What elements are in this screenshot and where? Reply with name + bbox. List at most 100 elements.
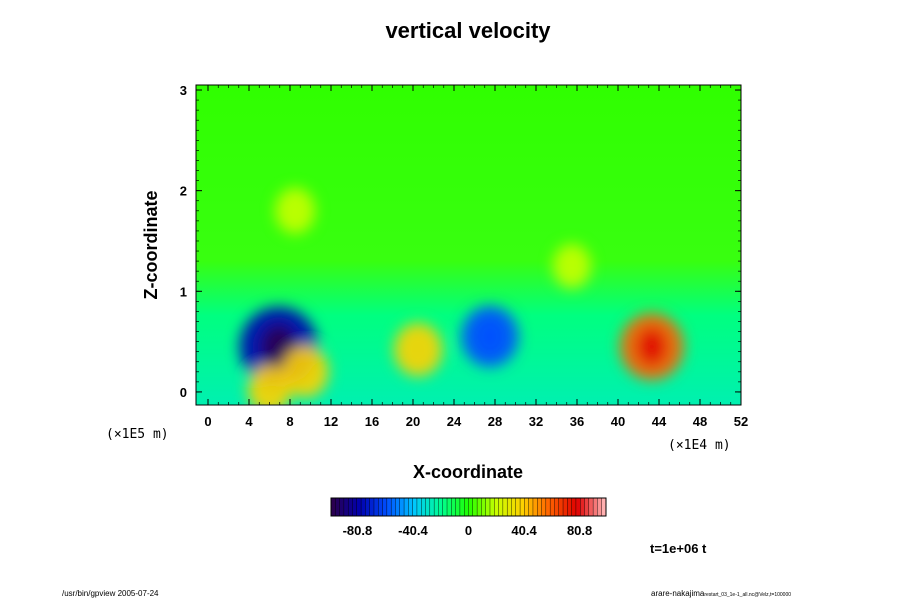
colorbar-swatch	[481, 497, 487, 517]
heatmap-feature	[282, 345, 329, 398]
colorbar: -80.8 -40.4 0 40.4 80.8	[330, 497, 607, 538]
colorbar-swatch	[464, 497, 470, 517]
colorbar-swatch	[498, 497, 504, 517]
colorbar-swatch	[494, 497, 500, 517]
x-tick-label: 0	[204, 414, 211, 429]
colorbar-swatch	[339, 497, 345, 517]
colorbar-tick-label: 40.4	[511, 523, 537, 538]
colorbar-swatch	[575, 497, 581, 517]
colorbar-swatch	[515, 497, 521, 517]
heatmap-feature	[552, 243, 591, 289]
colorbar-swatch	[592, 497, 598, 517]
colorbar-swatch	[425, 497, 431, 517]
y-tick-label: 0	[180, 385, 187, 400]
chart-title: vertical velocity	[385, 18, 551, 43]
footer-right-sub: restart_03_1e-1_all.nc@Velz,t=100000	[704, 592, 791, 598]
colorbar-swatch	[580, 497, 586, 517]
footer-right: arare-nakajimarestart_03_1e-1_all.nc@Vel…	[651, 589, 791, 598]
x-axis-ticks: 0 4 8 12 16 20 24 28 32 36 40 44 48 52	[204, 85, 748, 429]
x-tick-label: 28	[488, 414, 502, 429]
y-tick-label: 3	[180, 83, 187, 98]
colorbar-swatch	[335, 497, 341, 517]
colorbar-swatch	[455, 497, 461, 517]
heatmap-feature	[275, 187, 316, 234]
time-annotation: t=1e+06 t	[650, 541, 707, 556]
colorbar-swatch	[519, 497, 525, 517]
x-axis-label: X-coordinate	[413, 462, 523, 482]
colorbar-swatch	[382, 497, 388, 517]
colorbar-swatch	[442, 497, 448, 517]
colorbar-swatch	[588, 497, 594, 517]
colorbar-swatch	[489, 497, 495, 517]
x-tick-label: 4	[245, 414, 253, 429]
plot-frame	[195, 84, 742, 406]
colorbar-swatch	[451, 497, 457, 517]
colorbar-swatch	[472, 497, 478, 517]
colorbar-swatch	[403, 497, 409, 517]
heatmap-feature	[393, 323, 443, 377]
x-tick-label: 8	[286, 414, 293, 429]
y-scale-label: (×1E5 m)	[106, 427, 169, 442]
colorbar-swatch	[408, 497, 414, 517]
colorbar-swatch	[386, 497, 392, 517]
colorbar-swatch	[395, 497, 401, 517]
y-axis-label: Z-coordinate	[141, 190, 161, 299]
colorbar-swatch	[468, 497, 474, 517]
plot-area	[195, 84, 742, 406]
colorbar-swatch	[485, 497, 491, 517]
colorbar-swatch	[433, 497, 439, 517]
colorbar-swatch	[330, 497, 336, 517]
x-tick-label: 24	[447, 414, 462, 429]
heatmap-feature-core	[476, 319, 503, 354]
colorbar-swatch	[528, 497, 534, 517]
colorbar-tick-label: 80.8	[567, 523, 592, 538]
colorbar-swatch	[446, 497, 452, 517]
x-scale-label: (×1E4 m)	[668, 438, 731, 453]
colorbar-swatch	[459, 497, 465, 517]
colorbar-swatch	[541, 497, 547, 517]
colorbar-swatch	[421, 497, 427, 517]
colorbar-swatch	[412, 497, 418, 517]
colorbar-swatch	[571, 497, 577, 517]
colorbar-swatch	[524, 497, 530, 517]
y-tick-label: 2	[180, 184, 187, 199]
colorbar-swatch	[416, 497, 422, 517]
colorbar-swatch	[378, 497, 384, 517]
colorbar-swatch	[558, 497, 564, 517]
colorbar-swatch	[537, 497, 543, 517]
colorbar-swatch	[438, 497, 444, 517]
x-tick-label: 16	[365, 414, 379, 429]
footer-left: /usr/bin/gpview 2005-07-24	[62, 589, 159, 598]
colorbar-swatch	[554, 497, 560, 517]
colorbar-swatch	[511, 497, 517, 517]
colorbar-swatch	[549, 497, 555, 517]
colorbar-swatch	[597, 497, 603, 517]
x-tick-label: 40	[611, 414, 625, 429]
colorbar-swatch	[567, 497, 573, 517]
heatmap-feature	[247, 365, 292, 405]
colorbar-swatch	[584, 497, 590, 517]
colorbar-swatch	[343, 497, 349, 517]
colorbar-swatch	[390, 497, 396, 517]
colorbar-swatch	[532, 497, 538, 517]
x-tick-label: 48	[693, 414, 707, 429]
y-axis-ticks: 0 1 2 3	[180, 83, 741, 400]
colorbar-swatch	[545, 497, 551, 517]
colorbar-swatch	[365, 497, 371, 517]
x-tick-label: 44	[652, 414, 667, 429]
colorbar-swatch	[356, 497, 362, 517]
colorbar-swatch	[506, 497, 512, 517]
footer-right-main: arare-nakajima	[651, 589, 705, 598]
colorbar-tick-label: 0	[465, 523, 472, 538]
colorbar-swatch	[562, 497, 568, 517]
colorbar-swatch	[352, 497, 358, 517]
heatmap-feature-core	[637, 328, 667, 365]
colorbar-tick-label: -80.8	[343, 523, 373, 538]
colorbar-swatch	[502, 497, 508, 517]
x-tick-label: 20	[406, 414, 420, 429]
colorbar-swatch	[360, 497, 366, 517]
colorbar-swatch	[347, 497, 353, 517]
y-tick-label: 1	[180, 284, 187, 299]
colorbar-swatch	[373, 497, 379, 517]
